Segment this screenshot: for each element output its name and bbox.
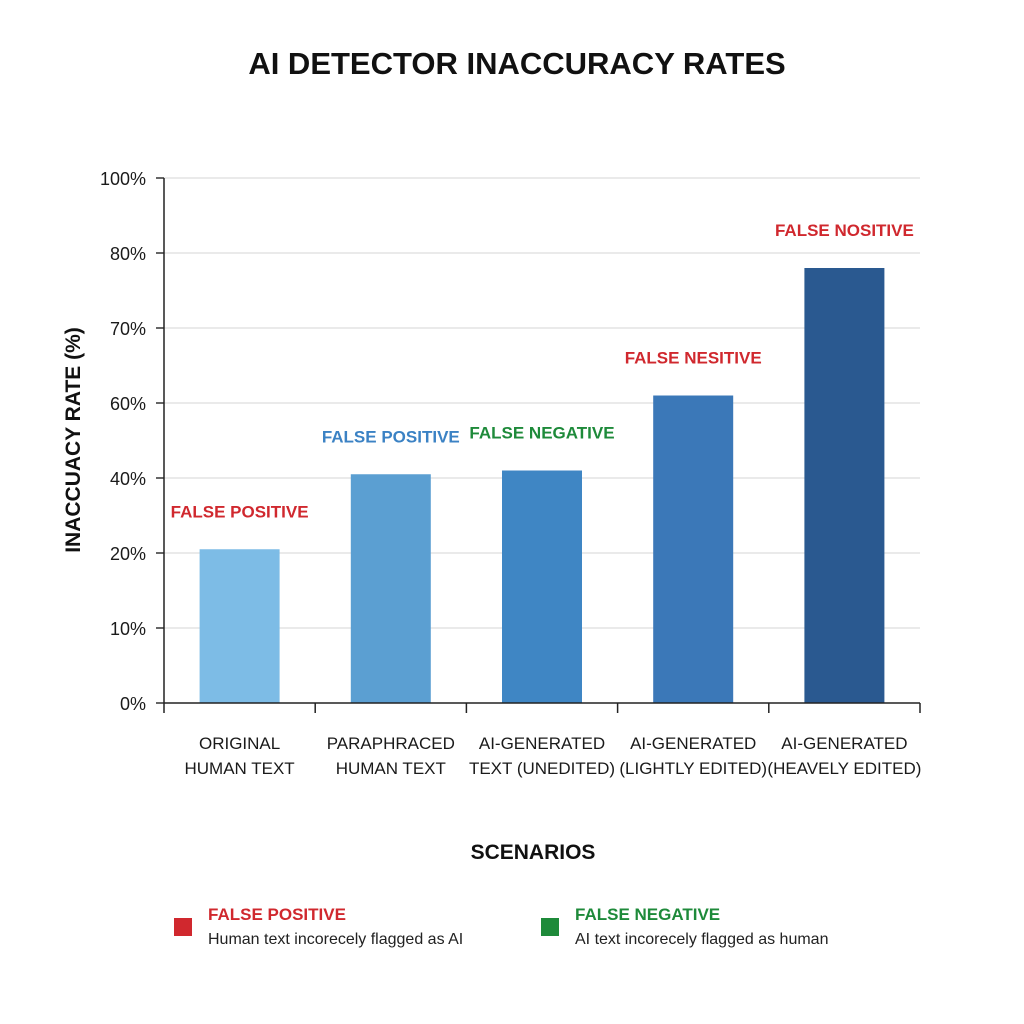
x-tick-label: PARAPHRACED — [327, 734, 455, 753]
legend-swatch — [174, 918, 192, 936]
y-tick-label: 60% — [110, 394, 146, 414]
legend-label: FALSE POSITIVE — [208, 905, 346, 924]
bars — [199, 268, 885, 703]
x-tick-label: TEXT (UNEDITED) — [469, 759, 615, 778]
x-tick-label: (HEAVELY EDITED) — [767, 759, 921, 778]
x-tick-label: HUMAN TEXT — [336, 759, 446, 778]
y-tick-label: 70% — [110, 319, 146, 339]
y-tick-label: 80% — [110, 244, 146, 264]
y-tick-label: 100% — [100, 169, 146, 189]
x-tick-label: (LIGHTLY EDITED) — [619, 759, 767, 778]
bar — [502, 470, 582, 703]
chart-title: AI DETECTOR INACCURACY RATES — [248, 46, 785, 81]
bar-annotation: FALSE NEGATIVE — [469, 424, 614, 443]
bar-annotation: FALSE NOSITIVE — [775, 221, 914, 240]
x-tick-label: ORIGINAL — [199, 734, 280, 753]
legend-swatch — [541, 918, 559, 936]
x-tick-label: AI-GENERATED — [630, 734, 756, 753]
legend-description: AI text incorecely flagged as human — [575, 931, 829, 948]
x-tick-label: AI-GENERATED — [479, 734, 605, 753]
bar — [804, 268, 885, 703]
y-tick-label: 0% — [120, 694, 146, 714]
x-axis-label: SCENARIOS — [471, 841, 596, 864]
x-tick-label: HUMAN TEXT — [184, 759, 294, 778]
bar — [350, 474, 431, 703]
bar-annotation: FALSE POSITIVE — [322, 427, 460, 446]
y-tick-label: 20% — [110, 544, 146, 564]
labels: 0% 10% 20% 40% 60% 70% 80% 100% FALSE POSITIVE OR… — [100, 169, 921, 778]
legend-label: FALSE NEGATIVE — [575, 905, 721, 924]
bar-annotation: FALSE POSITIVE — [171, 502, 309, 521]
x-tick-label: AI-GENERATED — [781, 734, 907, 753]
bar-annotation: FALSE NESITIVE — [625, 349, 762, 368]
bar — [199, 549, 280, 703]
legend-description: Human text incorecely flagged as AI — [208, 931, 464, 948]
bar — [653, 395, 734, 703]
y-tick-label: 40% — [110, 469, 146, 489]
y-tick-label: 10% — [110, 619, 146, 639]
axes — [156, 177, 921, 713]
y-axis-label: INACCUACY RATE (%) — [62, 327, 85, 553]
